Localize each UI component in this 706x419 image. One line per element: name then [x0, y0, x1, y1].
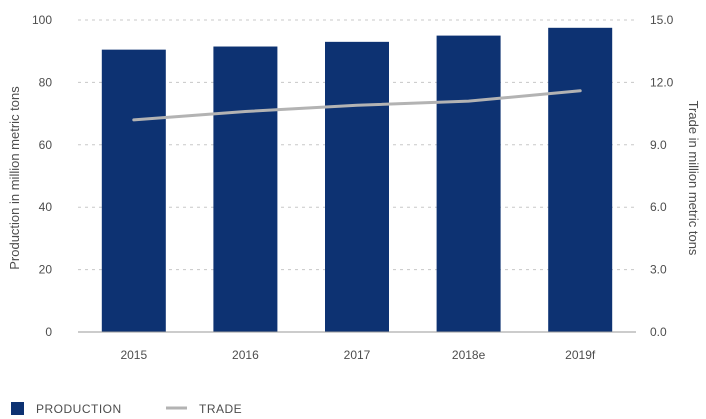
x-ticks: 2015 2016 2017 2018e 2019f [120, 348, 595, 362]
production-bar [325, 41, 389, 333]
trade-line-path [132, 89, 582, 122]
grid [78, 19, 636, 271]
y-tick-label: 60 [39, 138, 53, 152]
y-axis-title: Production in million metric tons [7, 86, 22, 270]
production-bar [548, 27, 613, 333]
trade-line [132, 89, 582, 122]
legend-production-label: PRODUCTION [36, 402, 122, 416]
legend-production-swatch [11, 402, 24, 415]
x-tick-label: 2019f [565, 348, 596, 362]
y-tick-label: 20 [39, 263, 53, 277]
production-bar [101, 49, 166, 332]
production-bar [213, 46, 278, 333]
y2-tick-label: 0.0 [650, 325, 667, 339]
y2-tick-label: 12.0 [650, 75, 674, 89]
y2-ticks: 0.0 3.0 6.0 9.0 12.0 15.0 [650, 13, 674, 339]
y-tick-label: 0 [45, 325, 52, 339]
y2-tick-label: 6.0 [650, 200, 667, 214]
y2-tick-label: 3.0 [650, 263, 667, 277]
legend-trade-label: TRADE [199, 402, 242, 416]
production-bar [436, 35, 501, 332]
y-tick-label: 80 [39, 75, 53, 89]
y-tick-label: 40 [39, 200, 53, 214]
y-tick-label: 100 [32, 13, 52, 27]
y-ticks: 0 20 40 60 80 100 [32, 13, 52, 339]
x-tick-label: 2015 [120, 348, 147, 362]
legend: PRODUCTION TRADE [11, 402, 242, 416]
x-tick-label: 2016 [232, 348, 259, 362]
y2-tick-label: 15.0 [650, 13, 674, 27]
x-tick-label: 2018e [452, 348, 486, 362]
bars [101, 27, 613, 333]
y2-axis-title: Trade in million metric tons [686, 101, 701, 256]
y2-tick-label: 9.0 [650, 138, 667, 152]
x-tick-label: 2017 [344, 348, 371, 362]
